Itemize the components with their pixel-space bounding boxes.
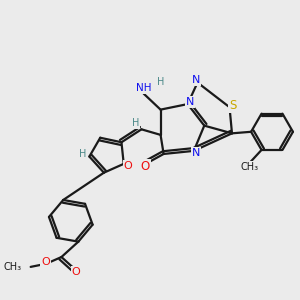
Text: O: O	[140, 160, 150, 173]
Text: H: H	[132, 118, 139, 128]
Text: CH₃: CH₃	[240, 162, 258, 172]
Text: O: O	[124, 161, 132, 171]
Text: O: O	[72, 267, 81, 277]
Text: S: S	[229, 99, 236, 112]
Text: N: N	[192, 148, 200, 158]
Text: NH: NH	[136, 83, 152, 93]
Text: CH₃: CH₃	[4, 262, 22, 272]
Text: N: N	[192, 75, 200, 85]
Text: N: N	[186, 97, 194, 106]
Text: H: H	[79, 149, 86, 159]
Text: H: H	[157, 77, 164, 87]
Text: O: O	[41, 257, 50, 267]
